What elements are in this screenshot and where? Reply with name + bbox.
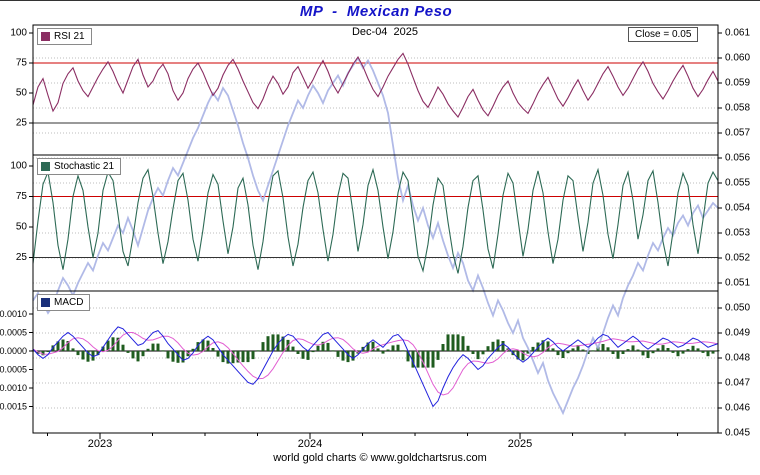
svg-text:2023: 2023	[88, 438, 112, 450]
svg-text:0.0010: 0.0010	[0, 309, 27, 319]
rsi-swatch-icon	[41, 32, 50, 41]
legend-macd-label: MACD	[54, 297, 84, 308]
svg-text:75: 75	[16, 191, 28, 202]
svg-text:-0.0010: -0.0010	[0, 383, 27, 393]
svg-text:0.051: 0.051	[725, 278, 750, 289]
svg-text:0.059: 0.059	[725, 78, 750, 89]
svg-text:2025: 2025	[508, 438, 532, 450]
svg-text:0.050: 0.050	[725, 303, 750, 314]
legend-stochastic: Stochastic 21	[37, 158, 122, 175]
svg-text:0.060: 0.060	[725, 53, 750, 64]
close-value-badge: Close = 0.05	[628, 27, 699, 42]
svg-text:0.045: 0.045	[725, 428, 750, 439]
svg-text:0.056: 0.056	[725, 153, 750, 164]
legend-rsi: RSI 21	[37, 28, 92, 45]
svg-text:-0.0005: -0.0005	[0, 365, 27, 375]
svg-text:0.053: 0.053	[725, 228, 750, 239]
svg-text:0.047: 0.047	[725, 378, 750, 389]
svg-text:0.0005: 0.0005	[0, 328, 27, 338]
svg-text:0.0000: 0.0000	[0, 346, 27, 356]
legend-macd: MACD	[37, 294, 91, 311]
svg-text:0.054: 0.054	[725, 203, 750, 214]
legend-rsi-label: RSI 21	[54, 31, 85, 42]
svg-text:0.061: 0.061	[725, 28, 750, 39]
stochastic-swatch-icon	[41, 162, 50, 171]
svg-text:0.052: 0.052	[725, 253, 750, 264]
svg-text:50: 50	[16, 222, 28, 233]
svg-text:2024: 2024	[298, 438, 322, 450]
page-title: MP - Mexican Peso	[299, 3, 453, 20]
date-annotation: Dec-04 2025	[351, 26, 419, 38]
svg-text:25: 25	[16, 252, 28, 263]
svg-text:0.049: 0.049	[725, 328, 750, 339]
svg-text:75: 75	[16, 58, 28, 69]
svg-text:-0.0015: -0.0015	[0, 402, 27, 412]
svg-text:25: 25	[16, 118, 28, 129]
footer-credit: world gold charts © www.goldchartsrus.co…	[273, 452, 487, 464]
svg-text:100: 100	[10, 161, 27, 172]
svg-text:0.055: 0.055	[725, 178, 750, 189]
svg-text:0.057: 0.057	[725, 128, 750, 139]
svg-text:100: 100	[10, 28, 27, 39]
svg-text:0.048: 0.048	[725, 353, 750, 364]
svg-text:0.046: 0.046	[725, 403, 750, 414]
svg-text:50: 50	[16, 88, 28, 99]
macd-swatch-icon	[41, 298, 50, 307]
legend-stochastic-label: Stochastic 21	[54, 161, 115, 172]
svg-text:0.058: 0.058	[725, 103, 750, 114]
